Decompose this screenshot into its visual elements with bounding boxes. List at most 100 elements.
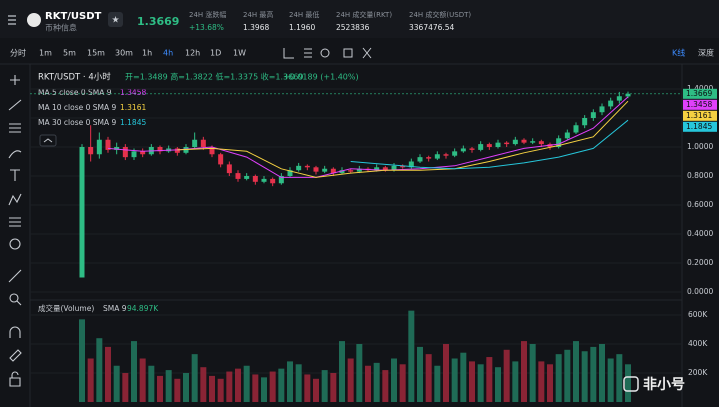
drawing-tool[interactable] [8,269,22,283]
volume-bar [148,365,155,402]
drawing-tool[interactable] [9,349,22,362]
volume-bar [174,378,181,402]
interval-tab[interactable]: 1W [233,49,246,58]
volume-bar [555,354,562,402]
volume-bar [408,310,415,402]
legend-ohlc: 开=1.3489 高=1.3822 低=1.3375 收=1.3669 [125,72,303,82]
price-tag-label: 1.3669 [686,89,712,98]
candle-body [270,178,276,184]
interval-tab[interactable]: 4h [163,49,173,58]
price-tick-label: 0.8000 [687,171,713,180]
interval-tab[interactable]: 15m [87,49,105,58]
volume-bar [321,370,328,402]
interval-tab[interactable]: 12h [185,49,200,58]
interval-tab[interactable]: 1m [39,49,52,58]
tool-icon[interactable] [283,48,294,59]
volume-bar [521,341,527,402]
interval-tab[interactable]: 1D [210,49,221,58]
volume-bar [486,357,493,402]
volume-bar [356,344,363,402]
candle-body [339,170,345,174]
volume-sma-value: 94.897K [127,304,159,313]
stat-label: 24H 涨跌幅 [189,10,226,19]
volume-bar [365,365,371,402]
interval-tab[interactable]: 5m [63,49,76,58]
volume-bar [191,354,198,402]
drawing-tool[interactable] [9,326,21,338]
drawing-tool[interactable] [10,75,20,85]
drawing-tool[interactable] [9,371,21,387]
drawing-tool[interactable] [9,293,22,306]
candle-body [79,147,85,278]
favorite-button[interactable] [108,12,123,27]
volume-bar [217,378,224,402]
menu-icon[interactable] [8,15,16,25]
candle-body [426,157,432,159]
volume-tick-label: 600K [688,310,708,319]
candle-body [174,148,180,153]
ma-name: MA 10 close 0 SMA 9 [38,103,117,112]
watermark-icon [623,376,639,392]
tool-icon[interactable] [343,48,353,58]
volume-bar [79,319,85,402]
collapse-button[interactable] [39,134,57,147]
volume-bar [417,346,423,402]
stat-value: 2523836 [336,23,370,32]
volume-label: 成交量(Volume) [38,303,94,313]
watermark: 非小号 [643,376,685,393]
candle-body [122,147,128,158]
candle-body [287,170,293,176]
stat-label: 24H 最低 [289,10,319,19]
interval-tab[interactable]: 分时 [10,48,26,58]
coin-info[interactable]: 币种信息 [45,23,77,33]
legend-change: +0.0189 (+1.40%) [283,73,359,82]
stat-value: 3367476.54 [409,23,455,32]
candle-body [452,151,458,156]
volume-bar [330,373,337,402]
volume-bar [382,370,389,402]
tool-icon[interactable] [320,48,330,58]
candle-body [512,139,518,145]
price-tick-label: 0.0000 [687,287,713,296]
drawing-tool[interactable] [9,238,21,250]
ma-name: MA 30 close 0 SMA 9 [38,118,117,127]
candle-body [417,157,423,162]
stat-value: 1.3968 [243,23,269,32]
candle-body [382,167,388,171]
drawing-tool[interactable] [9,217,21,227]
view-tab[interactable]: K线 [672,48,685,58]
ma-value: 1.3458 [120,88,146,97]
price-tag [683,121,717,132]
price-tick-label: 0.2000 [687,258,713,267]
ma-value: 1.1845 [120,118,146,127]
volume-bar [495,367,501,402]
volume-bar [451,358,458,402]
volume-tick-label: 400K [688,339,708,348]
tool-icon[interactable] [304,48,312,58]
volume-bar [339,341,345,402]
candle-body [140,151,146,155]
interval-tab[interactable]: 1h [142,49,152,58]
candle-body [114,147,120,150]
interval-tab[interactable]: 30m [115,49,133,58]
drawing-tool[interactable] [8,193,22,206]
volume-tick-label: 200K [688,368,708,377]
candle-body [400,165,406,168]
drawing-tool[interactable] [8,99,22,111]
candle-body [192,139,198,147]
drawing-tool[interactable] [8,150,22,159]
drawing-tool[interactable] [9,123,21,133]
pair-name[interactable]: RKT/USDT [45,11,102,22]
volume-bar [469,361,475,402]
volume-bar [200,367,207,402]
drawing-tool[interactable] [10,169,20,181]
volume-bar [269,371,276,402]
ma-name: MA 5 close 0 SMA 9 [38,88,112,97]
tool-icon[interactable] [362,47,372,59]
candle-body [105,139,111,150]
view-tab[interactable]: 深度 [698,48,714,58]
ma-value: 1.3161 [120,103,146,112]
candle-body [443,154,449,156]
price-tag [683,99,717,110]
candle-body [495,142,501,147]
